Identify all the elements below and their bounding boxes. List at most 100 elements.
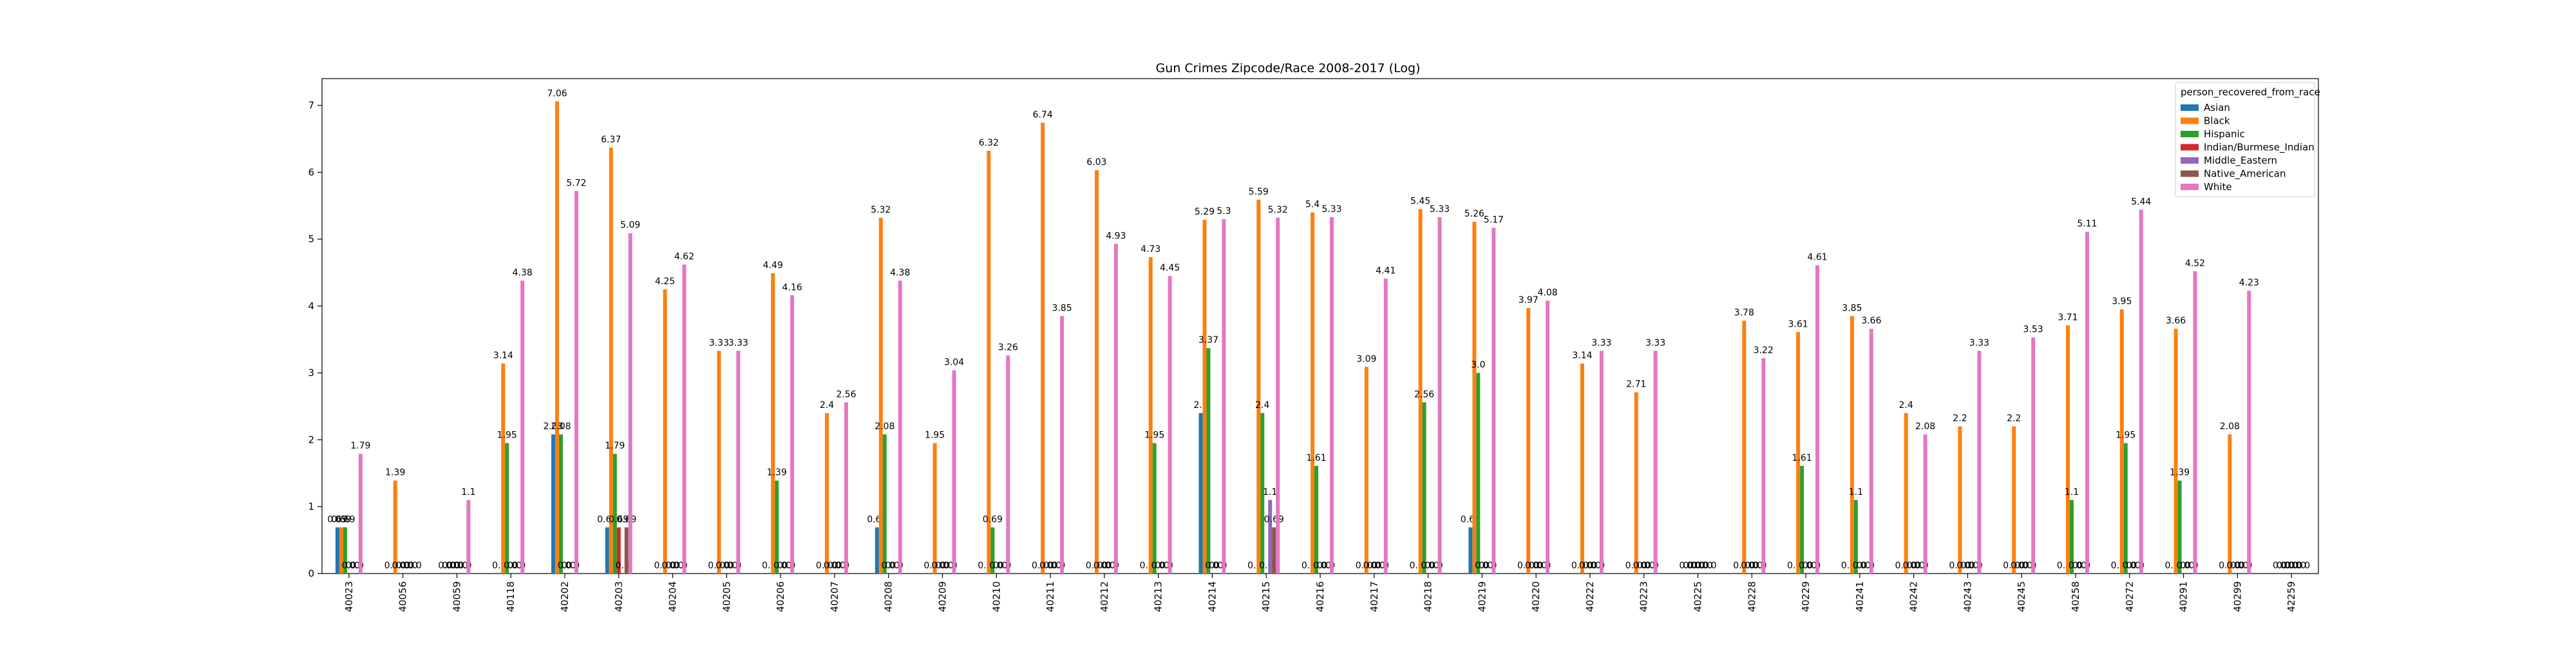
data-label: 3.95 xyxy=(2112,296,2132,307)
y-tick-label: 0 xyxy=(308,568,314,579)
data-label: 2.4 xyxy=(1899,400,1913,410)
data-label: 2.08 xyxy=(2220,421,2240,432)
data-label: 0.0 xyxy=(723,561,737,571)
data-label: 0.0 xyxy=(1097,561,1112,571)
data-label: 1.95 xyxy=(1144,430,1164,441)
x-tick-label: 40222 xyxy=(1584,581,1596,612)
bar-white xyxy=(1383,278,1388,574)
bar-asian xyxy=(1198,412,1203,574)
data-label: 0.0 xyxy=(1525,561,1539,571)
data-label: 0.0 xyxy=(438,561,452,571)
data-label: 4.25 xyxy=(655,276,675,287)
data-label: 5.3 xyxy=(1217,206,1231,217)
bar-white xyxy=(1653,351,1658,574)
x-tick-label: 40272 xyxy=(2124,581,2136,612)
legend-swatch xyxy=(2181,131,2199,137)
bar-hispanic xyxy=(1206,348,1211,574)
x-tick-label: 40245 xyxy=(2016,581,2027,612)
bar-white xyxy=(790,295,795,574)
data-label: 0.0 xyxy=(1637,561,1651,571)
bar-white xyxy=(898,280,902,574)
x-tick-label: 40242 xyxy=(1908,581,1920,612)
data-label: 3.37 xyxy=(1198,335,1218,345)
data-label: 0.0 xyxy=(939,561,953,571)
data-label: 0.0 xyxy=(2014,561,2029,571)
data-label: 3.0 xyxy=(1471,360,1485,371)
data-label: 0.0 xyxy=(1687,561,1701,571)
data-label: 3.22 xyxy=(1754,345,1774,356)
bar-black xyxy=(2228,434,2232,574)
x-tick-label: 40207 xyxy=(829,581,840,612)
data-label: 1.79 xyxy=(605,441,625,451)
legend-entry: Indian/Burmese_Indian xyxy=(2204,142,2315,154)
bar-hispanic xyxy=(882,434,887,574)
bar-asian xyxy=(335,527,339,574)
data-label: 0.0 xyxy=(719,561,734,571)
data-label: 0.0 xyxy=(1475,561,1489,571)
x-tick-label: 40228 xyxy=(1746,581,1757,612)
legend-entry: Middle_Eastern xyxy=(2204,155,2277,167)
bar-black xyxy=(393,480,397,574)
legend-entry: Native_American xyxy=(2204,168,2286,180)
bar-asian xyxy=(1468,527,1473,574)
data-label: 5.11 xyxy=(2077,219,2097,229)
x-tick-label: 40211 xyxy=(1045,581,1056,612)
data-label: 0.0 xyxy=(2018,561,2032,571)
data-label: 6.37 xyxy=(601,135,621,145)
bar-white xyxy=(1060,316,1065,574)
data-label: 3.33 xyxy=(1591,338,1611,348)
bar-white xyxy=(1869,329,1873,574)
x-tick-label: 40204 xyxy=(667,581,679,612)
bar-white xyxy=(1222,218,1226,574)
data-label: 0.69 xyxy=(616,514,636,525)
data-label: 0.0 xyxy=(1633,561,1647,571)
x-tick-label: 40223 xyxy=(1638,581,1650,612)
data-label: 2.08 xyxy=(551,421,571,432)
data-label: 0.0 xyxy=(2292,561,2306,571)
bar-black xyxy=(1796,332,1801,574)
x-tick-label: 40118 xyxy=(505,581,516,612)
legend-swatch xyxy=(2181,157,2199,164)
data-label: 0.0 xyxy=(1579,561,1593,571)
data-label: 0.0 xyxy=(558,561,572,571)
data-label: 0.0 xyxy=(2069,561,2083,571)
data-label: 0.0 xyxy=(446,561,460,571)
data-label: 0.0 xyxy=(2284,561,2298,571)
bar-black xyxy=(771,273,775,574)
data-label: 0.0 xyxy=(2126,561,2141,571)
bar-asian xyxy=(605,527,609,574)
data-label: 0.69 xyxy=(609,514,629,525)
bar-white xyxy=(736,351,741,574)
bar-black xyxy=(1850,316,1854,574)
legend: person_recovered_from_race Asian BlackHisp… xyxy=(2175,82,2320,197)
data-label: 0.0 xyxy=(2288,561,2302,571)
data-label: 0.0 xyxy=(2277,561,2291,571)
bar-black xyxy=(987,151,991,574)
data-label: 0.0 xyxy=(1679,561,1693,571)
data-label: 0.0 xyxy=(1641,561,1655,571)
x-tick-label: 40241 xyxy=(1854,581,1866,612)
data-label: 0.0 xyxy=(396,561,410,571)
data-label: 5.44 xyxy=(2131,197,2151,207)
data-label: 0.0 xyxy=(562,561,576,571)
data-label: 3.33 xyxy=(1969,338,1989,348)
data-label: 0.0 xyxy=(1745,561,1759,571)
data-label: 0.0 xyxy=(407,561,421,571)
bar-black xyxy=(933,443,937,574)
data-label: 0.0 xyxy=(400,561,414,571)
data-label: 0.0 xyxy=(665,561,679,571)
data-label: 5.72 xyxy=(566,178,586,188)
data-label: 0.0 xyxy=(2123,561,2137,571)
bar-native-american xyxy=(624,527,629,574)
bar-black xyxy=(609,147,613,574)
bar-hispanic xyxy=(559,434,564,574)
bar-hispanic xyxy=(1314,465,1319,574)
y-tick-label: 1 xyxy=(308,501,314,512)
data-label: 5.4 xyxy=(1305,200,1320,210)
data-label: 0.69 xyxy=(327,514,347,525)
bar-hispanic xyxy=(1476,372,1481,574)
x-tick-label: 40216 xyxy=(1314,581,1326,612)
bar-black xyxy=(2012,426,2016,574)
data-label: 3.14 xyxy=(1572,351,1592,361)
bar-white xyxy=(520,280,525,574)
